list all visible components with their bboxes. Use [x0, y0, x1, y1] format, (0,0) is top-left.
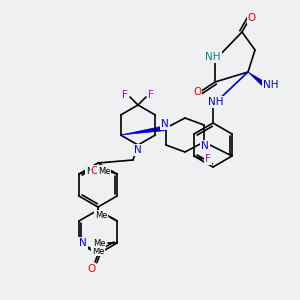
Text: NH: NH	[205, 52, 221, 62]
Text: Me: Me	[86, 167, 98, 176]
Text: NH: NH	[208, 97, 224, 107]
Text: N: N	[201, 141, 209, 151]
Text: Me: Me	[98, 167, 110, 176]
Text: N: N	[161, 119, 169, 129]
Text: Me: Me	[92, 247, 104, 256]
Polygon shape	[121, 125, 166, 135]
Text: F: F	[148, 90, 154, 100]
Text: F: F	[122, 90, 128, 100]
Polygon shape	[248, 72, 266, 87]
Text: O: O	[91, 166, 99, 176]
Text: NH: NH	[263, 80, 279, 90]
Text: O: O	[87, 264, 95, 274]
Text: O: O	[97, 166, 105, 176]
Text: N: N	[134, 145, 142, 155]
Text: O: O	[193, 87, 201, 97]
Text: O: O	[248, 13, 256, 23]
Text: N: N	[79, 238, 87, 248]
Text: Me: Me	[95, 211, 107, 220]
Text: Me: Me	[93, 238, 105, 247]
Text: F: F	[205, 154, 211, 164]
